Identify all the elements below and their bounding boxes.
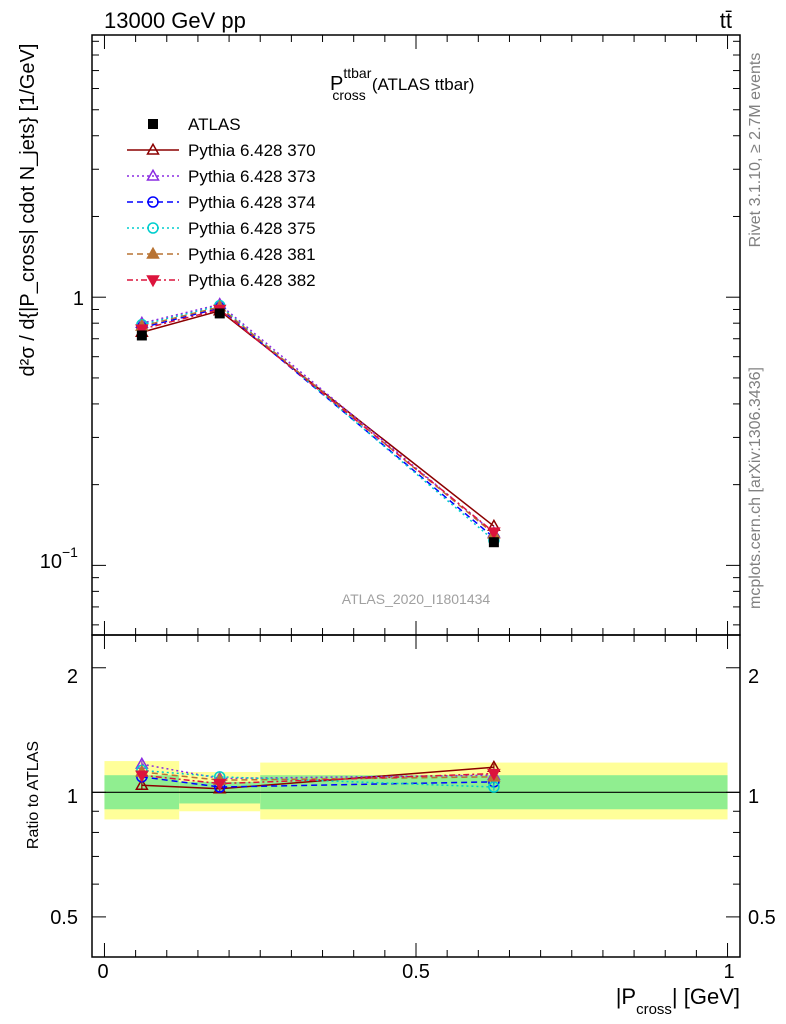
main-ytick-label-0p1: 10 bbox=[40, 551, 62, 573]
legend-label-5: Pythia 6.428 382 bbox=[188, 271, 316, 290]
legend-label-0: Pythia 6.428 370 bbox=[188, 141, 316, 160]
legend-marker-3 bbox=[147, 222, 159, 234]
xtick-label-1: 1 bbox=[723, 961, 734, 983]
xlabel-main: |P bbox=[616, 984, 636, 1009]
ratio-point-3 bbox=[488, 781, 500, 793]
ratio-ytick-label-1-right: 1 bbox=[748, 786, 759, 808]
plot-title-rest: (ATLAS ttbar) bbox=[372, 75, 475, 94]
xlabel: |Pcross| [GeV] bbox=[616, 984, 740, 1018]
xlabel-rest: | [GeV] bbox=[672, 984, 740, 1009]
legend-label-3: Pythia 6.428 375 bbox=[188, 219, 316, 238]
beam-label: 13000 GeV pp bbox=[104, 8, 246, 33]
ratio-line-3 bbox=[141, 769, 494, 788]
mcplots-label: mcplots.cern.ch [arXiv:1306.3436] bbox=[747, 367, 764, 609]
main-ylabel: d²σ / d{|P_cross| cdot N_jets} [1/GeV] bbox=[17, 44, 39, 377]
legend-marker-1 bbox=[146, 168, 160, 181]
process-label: tt̄ bbox=[720, 8, 732, 33]
legend-marker-2 bbox=[147, 196, 159, 208]
plot-title: Pttbar cross (ATLAS ttbar) bbox=[330, 65, 474, 103]
main-ytick-label-1: 1 bbox=[73, 288, 84, 310]
xtick-label-0: 0 bbox=[97, 961, 108, 983]
main-ytick-exponent: −1 bbox=[62, 544, 78, 560]
main-ytick-base: 10 bbox=[40, 551, 62, 573]
legend-marker-data bbox=[148, 119, 158, 129]
ratio-ylabel: Ratio to ATLAS bbox=[25, 741, 42, 849]
xlabel-sub: cross bbox=[636, 1001, 672, 1018]
series-point-5 bbox=[487, 527, 501, 540]
legend-label-2: Pythia 6.428 374 bbox=[188, 193, 316, 212]
plot-title-main: P bbox=[330, 73, 343, 95]
legend-marker-4 bbox=[146, 246, 160, 259]
plot-title-sup: ttbar bbox=[343, 65, 371, 81]
series-lines bbox=[135, 297, 501, 794]
ratio-ytick-label-0p5-right: 0.5 bbox=[748, 907, 776, 929]
series-line-4 bbox=[141, 306, 495, 535]
ratio-ytick-label-0p5: 0.5 bbox=[50, 907, 78, 929]
ratio-point-0 bbox=[212, 781, 227, 794]
legend: ATLAS Pythia 6.428 370 Pythia 6.428 373 Pyt… bbox=[127, 115, 316, 290]
series-line-0 bbox=[141, 309, 495, 527]
legend-label-1: Pythia 6.428 373 bbox=[188, 167, 316, 186]
ratio-point-0 bbox=[135, 778, 149, 791]
ratio-frame bbox=[91, 634, 741, 958]
rivet-label: Rivet 3.1.10, ≥ 2.7M events bbox=[747, 53, 764, 248]
ratio-uncertainty-bands bbox=[104, 761, 728, 820]
ratio-ytick-label-2-right: 2 bbox=[748, 666, 759, 688]
data-point bbox=[136, 330, 147, 341]
legend-label-data: ATLAS bbox=[188, 115, 241, 134]
data-point bbox=[214, 308, 225, 319]
ratio-line-4 bbox=[141, 771, 494, 781]
series-line-5 bbox=[141, 308, 495, 533]
xtick-label-0p5: 0.5 bbox=[402, 961, 430, 983]
series-line-3 bbox=[141, 304, 495, 541]
legend-marker-5 bbox=[146, 275, 160, 288]
analysis-id: ATLAS_2020_I1801434 bbox=[342, 591, 491, 607]
ratio-ytick-label-2: 2 bbox=[67, 666, 78, 688]
data-point bbox=[488, 537, 499, 548]
series-line-1 bbox=[141, 303, 495, 534]
ratio-ytick-label-1: 1 bbox=[67, 786, 78, 808]
series-point-5 bbox=[135, 324, 149, 337]
legend-marker-0 bbox=[146, 142, 160, 155]
axis-ticks bbox=[92, 35, 740, 958]
legend-label-4: Pythia 6.428 381 bbox=[188, 245, 316, 264]
plot-title-sub: cross bbox=[332, 87, 365, 103]
series-line-2 bbox=[141, 307, 495, 539]
ratio-line-5 bbox=[141, 772, 494, 785]
